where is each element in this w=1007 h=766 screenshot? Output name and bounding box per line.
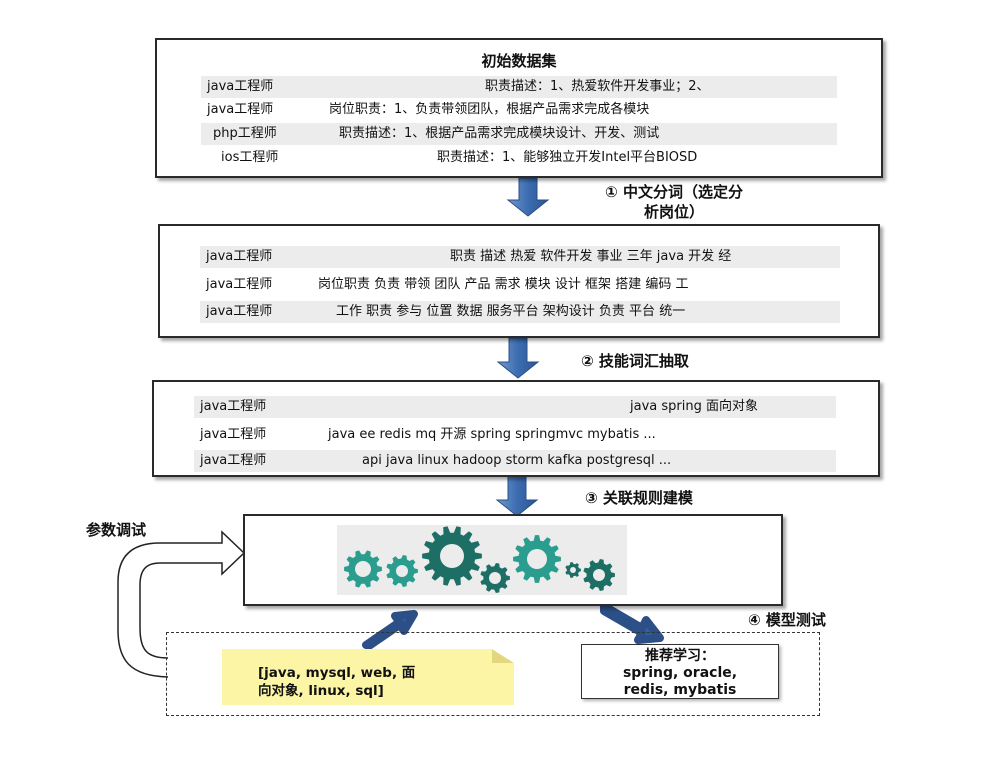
gear-hole: [489, 572, 501, 584]
row-text: api java linux hadoop storm kafka postgr…: [362, 453, 672, 468]
table-row: java工程师 岗位职责：1、负责带领团队，根据产品需求完成各模块: [201, 99, 837, 121]
row-text: 职责描述：1、能够独立开发Intel平台BIOSD: [437, 150, 698, 165]
step-1-label: ① 中文分词（选定分 析岗位）: [558, 182, 790, 222]
input-skills-note: [java, mysql, web, 面 向对象, linux, sql]: [222, 649, 514, 705]
gear-hole: [355, 561, 371, 577]
step-2-label: ② 技能词汇抽取: [581, 352, 689, 370]
model-test-area: [166, 632, 820, 716]
table-row: java工程师 java ee redis mq 开源 spring sprin…: [194, 424, 836, 446]
step-4-label: ④ 模型测试: [748, 611, 826, 629]
input-skills-line-1: [java, mysql, web, 面: [258, 665, 416, 681]
parameter-tuning-label: 参数调试: [86, 521, 147, 539]
row-label: java工程师: [206, 277, 273, 292]
row-label: java工程师: [200, 453, 267, 468]
step-1-line-1: ① 中文分词（选定分: [605, 183, 743, 201]
row-label: java工程师: [207, 102, 274, 117]
table-row: java工程师 职责描述：1、热爱软件开发事业；2、: [201, 76, 837, 98]
row-text: java spring 面向对象: [630, 399, 758, 414]
recommendation-box: 推荐学习： spring, oracle, redis, mybatis: [581, 644, 779, 699]
gear-hole: [440, 544, 464, 568]
row-text: 职责 描述 热爱 软件开发 事业 三年 java 开发 经: [450, 249, 732, 264]
down-arrow-1: [506, 177, 550, 217]
row-label: java工程师: [206, 304, 273, 319]
row-text: java ee redis mq 开源 spring springmvc myb…: [328, 427, 656, 442]
row-text: 职责描述：1、热爱软件开发事业；2、: [485, 79, 710, 94]
row-label: java工程师: [207, 79, 274, 94]
note-fold-icon: [492, 649, 514, 663]
initial-dataset-box: 初始数据集 java工程师 职责描述：1、热爱软件开发事业；2、 java工程师…: [155, 38, 883, 178]
gears-illustration: [337, 525, 627, 595]
row-text: 岗位职责：1、负责带领团队，根据产品需求完成各模块: [329, 102, 650, 117]
table-row: java工程师 工作 职责 参与 位置 数据 服务平台 架构设计 负责 平台 统…: [200, 301, 840, 323]
row-label: java工程师: [206, 249, 273, 264]
input-arrow: [362, 610, 418, 650]
recommendation-line-3: redis, mybatis: [623, 682, 737, 698]
feedback-loop: [117, 530, 246, 678]
model-box: [243, 514, 783, 606]
gears-icon: [344, 526, 615, 593]
segmentation-box: java工程师 职责 描述 热爱 软件开发 事业 三年 java 开发 经 ja…: [158, 224, 880, 338]
recommendation-line-2: spring, oracle,: [622, 665, 738, 681]
step-1-line-2: 析岗位）: [643, 203, 704, 221]
input-skills-line-2: 向对象, linux, sql]: [258, 683, 384, 699]
down-arrow-3: [495, 475, 539, 517]
table-row: java工程师 职责 描述 热爱 软件开发 事业 三年 java 开发 经: [200, 246, 840, 268]
initial-dataset-title: 初始数据集: [481, 52, 557, 70]
row-label: java工程师: [200, 427, 267, 442]
gear-hole: [570, 567, 576, 573]
gear-hole: [396, 565, 408, 577]
step-3-label: ③ 关联规则建模: [585, 489, 693, 507]
table-row: java工程师 api java linux hadoop storm kafk…: [194, 450, 836, 472]
row-text: 职责描述：1、根据产品需求完成模块设计、开发、测试: [339, 126, 660, 141]
row-text: 工作 职责 参与 位置 数据 服务平台 架构设计 负责 平台 统一: [336, 304, 686, 319]
table-row: java工程师 java spring 面向对象: [194, 396, 836, 418]
row-text: 岗位职责 负责 带领 团队 产品 需求 模块 设计 框架 搭建 编码 工: [318, 277, 689, 292]
table-row: java工程师 岗位职责 负责 带领 团队 产品 需求 模块 设计 框架 搭建 …: [200, 274, 840, 296]
down-arrow-2: [496, 337, 540, 379]
row-label: ios工程师: [221, 150, 279, 165]
table-row: php工程师 职责描述：1、根据产品需求完成模块设计、开发、测试: [201, 123, 837, 145]
output-arrow: [600, 602, 664, 644]
recommendation-title: 推荐学习：: [645, 648, 715, 664]
table-row: ios工程师 职责描述：1、能够独立开发Intel平台BIOSD: [201, 147, 837, 169]
skill-extraction-box: java工程师 java spring 面向对象 java工程师 java ee…: [152, 380, 880, 477]
row-label: php工程师: [213, 126, 277, 141]
row-label: java工程师: [200, 399, 267, 414]
gear-hole: [593, 569, 605, 581]
gear-hole: [527, 549, 547, 569]
